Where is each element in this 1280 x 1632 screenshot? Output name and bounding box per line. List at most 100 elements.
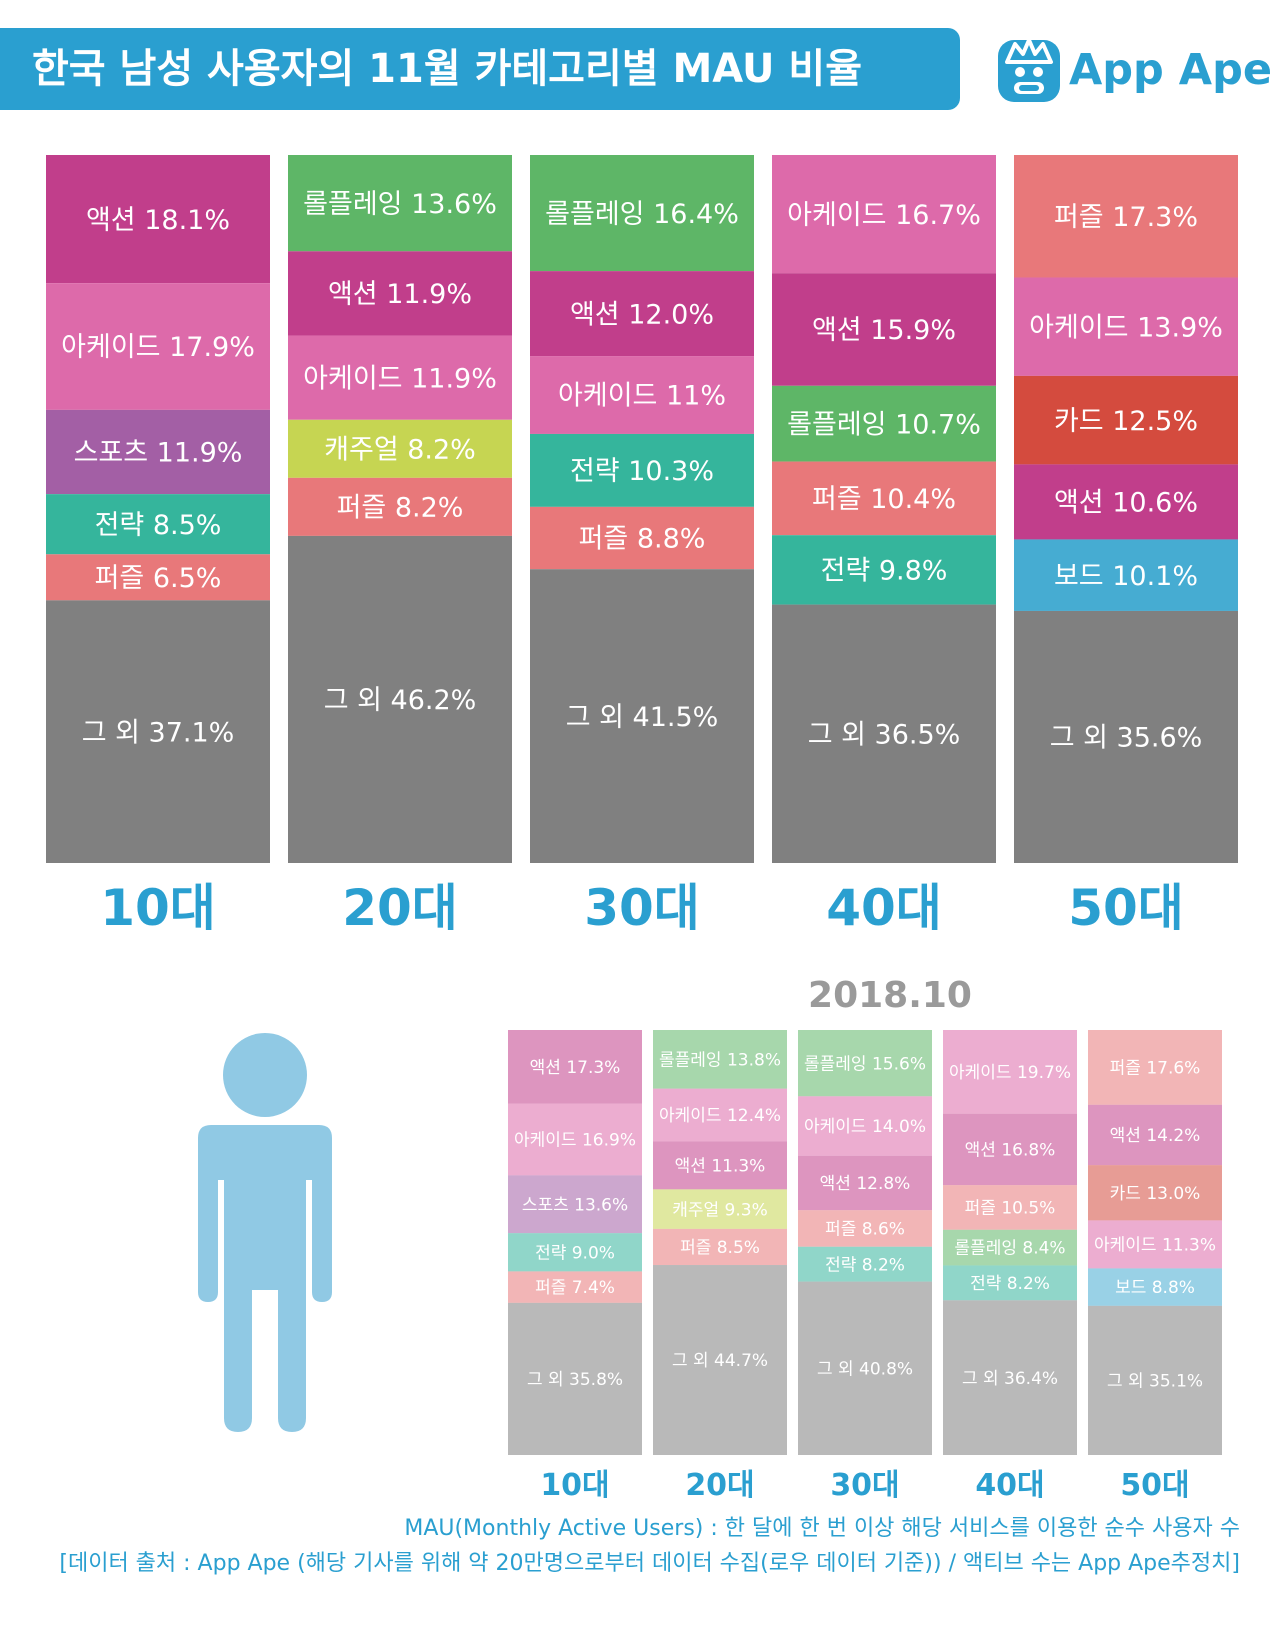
bar-segment	[530, 506, 754, 570]
bar-segment	[772, 461, 996, 536]
bar-segment	[530, 155, 754, 272]
segment-label: 액션 15.9%	[812, 315, 956, 346]
bar-segment	[530, 569, 754, 863]
bar-segment	[46, 155, 270, 284]
segment-label: 액션 14.2%	[1110, 1126, 1201, 1146]
age-group-label: 20대	[685, 1468, 754, 1503]
segment-label: 아케이드 11.9%	[303, 363, 497, 394]
segment-label: 캐주얼 9.3%	[672, 1200, 768, 1220]
segment-label: 아케이드 13.9%	[1029, 312, 1223, 343]
segment-label: 아케이드 16.9%	[514, 1131, 636, 1151]
segment-label: 퍼즐 8.2%	[337, 493, 464, 524]
segment-label: 카드 13.0%	[1110, 1184, 1201, 1204]
age-group-label: 40대	[826, 879, 942, 937]
bar-segment	[1088, 1268, 1222, 1306]
logo-text: App Ape	[1069, 45, 1273, 95]
age-group-label: 30대	[584, 879, 700, 937]
bar-segment	[1014, 464, 1238, 540]
segment-label: 롤플레잉 13.8%	[659, 1050, 781, 1070]
bar-segment	[798, 1210, 932, 1247]
bar-segment	[288, 477, 512, 536]
bar-segment	[943, 1300, 1077, 1455]
segment-label: 그 외 40.8%	[817, 1359, 913, 1379]
bar-segment	[508, 1302, 642, 1455]
small-chart-title: 2018.10	[808, 975, 972, 1016]
bar-segment	[46, 494, 270, 555]
segment-label: 그 외 37.1%	[82, 717, 235, 748]
segment-label: 아케이드 11.3%	[1094, 1236, 1216, 1256]
bar-segment	[798, 1096, 932, 1156]
bar-segment	[1088, 1305, 1222, 1455]
bar-segment	[1088, 1104, 1222, 1166]
male-person-icon	[198, 1033, 332, 1432]
bar-segment	[530, 356, 754, 434]
bar-segment	[288, 155, 512, 252]
bar-segment	[772, 273, 996, 386]
segment-label: 롤플레잉 8.4%	[954, 1239, 1065, 1259]
bar-segment	[1014, 375, 1238, 465]
bar-segment	[772, 604, 996, 863]
bar-segment	[653, 1228, 787, 1266]
segment-label: 롤플레잉 13.6%	[303, 189, 497, 220]
age-group-label: 30대	[830, 1468, 899, 1503]
segment-label: 전략 8.2%	[825, 1255, 905, 1275]
age-group-label: 10대	[540, 1468, 609, 1503]
segment-label: 아케이드 12.4%	[659, 1106, 781, 1126]
segment-label: 캐주얼 8.2%	[324, 435, 476, 466]
age-group-label: 50대	[1068, 879, 1184, 937]
bar-segment	[653, 1265, 787, 1455]
bar-segment	[508, 1103, 642, 1176]
segment-label: 액션 12.0%	[570, 299, 714, 330]
segment-label: 액션 17.3%	[530, 1058, 621, 1078]
segment-label: 롤플레잉 10.7%	[787, 409, 981, 440]
segment-label: 퍼즐 6.5%	[95, 563, 222, 594]
segment-label: 그 외 35.1%	[1107, 1372, 1203, 1392]
bar-segment	[943, 1030, 1077, 1114]
segment-label: 액션 18.1%	[86, 205, 230, 236]
segment-label: 전략 8.2%	[970, 1274, 1050, 1294]
segment-label: 퍼즐 8.5%	[680, 1238, 760, 1258]
bar-segment	[1014, 155, 1238, 278]
bar-segment	[943, 1113, 1077, 1186]
bar-segment	[943, 1265, 1077, 1301]
bar-segment	[653, 1189, 787, 1229]
age-group-label: 50대	[1120, 1468, 1189, 1503]
bar-segment	[1014, 277, 1238, 376]
bar-segment	[653, 1141, 787, 1190]
segment-label: 카드 12.5%	[1054, 406, 1198, 437]
segment-label: 그 외 46.2%	[324, 685, 477, 716]
segment-label: 퍼즐 17.6%	[1110, 1059, 1201, 1079]
segment-label: 보드 8.8%	[1115, 1278, 1195, 1298]
bar-segment	[798, 1281, 932, 1455]
bar-segment	[46, 283, 270, 410]
segment-label: 그 외 35.8%	[527, 1370, 623, 1390]
bar-segment	[798, 1246, 932, 1282]
segment-label: 액션 12.8%	[820, 1174, 911, 1194]
segment-label: 전략 8.5%	[95, 510, 222, 541]
segment-label: 전략 10.3%	[570, 456, 714, 487]
bar-segment	[288, 535, 512, 863]
segment-label: 전략 9.0%	[535, 1243, 615, 1263]
segment-label: 롤플레잉 16.4%	[545, 199, 739, 230]
age-group-label: 40대	[975, 1468, 1044, 1503]
bar-segment	[288, 419, 512, 478]
bar-segment	[943, 1229, 1077, 1266]
bar-segment	[46, 409, 270, 495]
segment-label: 아케이드 16.7%	[787, 200, 981, 231]
segment-label: 액션 16.8%	[965, 1141, 1056, 1161]
segment-label: 아케이드 19.7%	[949, 1063, 1071, 1083]
bar-segment	[530, 271, 754, 357]
segment-label: 퍼즐 8.6%	[825, 1220, 905, 1240]
segment-label: 퍼즐 8.8%	[579, 524, 706, 555]
segment-label: 전략 9.8%	[821, 556, 948, 587]
segment-label: 액션 11.9%	[328, 279, 472, 310]
bar-segment	[1014, 539, 1238, 611]
bar-segment	[1088, 1165, 1222, 1221]
bar-segment	[530, 433, 754, 507]
segment-label: 아케이드 17.9%	[61, 332, 255, 363]
segment-label: 스포츠 13.6%	[522, 1195, 628, 1215]
bar-segment	[943, 1185, 1077, 1230]
bar-segment	[46, 600, 270, 863]
bar-segment	[798, 1155, 932, 1211]
page-title: 한국 남성 사용자의 11월 카테고리별 MAU 비율	[32, 46, 863, 92]
